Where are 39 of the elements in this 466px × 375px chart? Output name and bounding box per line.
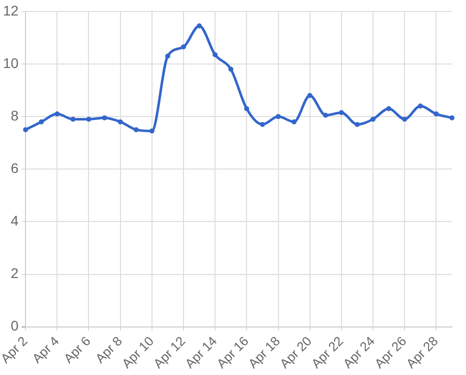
x-tick-label: Apr 2 [0,333,30,366]
y-tick-label: 4 [10,212,19,229]
y-tick-label: 12 [2,2,19,18]
point [38,119,44,124]
point [102,115,108,120]
point [149,128,154,134]
point [244,106,250,112]
point [276,114,281,120]
point [418,104,423,109]
point [386,106,392,112]
y-tick-label: 2 [10,265,19,282]
point [370,116,376,122]
point [338,110,344,116]
x-tick-label: Apr 8 [92,333,125,366]
point [23,127,28,132]
point [180,44,186,50]
point [260,122,265,127]
x-tick-label: Apr 6 [60,333,94,366]
point [323,112,328,118]
point [354,122,360,127]
point [86,116,92,122]
point [54,111,60,116]
y-tick-label: 0 [10,318,19,334]
point [165,54,170,59]
point [212,52,218,58]
x-tick-label: Apr 4 [29,333,62,366]
y-tick-label: 10 [2,54,19,71]
point [292,119,297,124]
point [134,127,139,132]
y-tick-label: 6 [10,160,19,176]
y-tick-label: 8 [10,107,19,124]
point [449,115,454,120]
point [402,116,408,122]
point [70,116,76,122]
point [118,119,123,124]
point [307,93,312,98]
point [196,23,202,28]
point [434,111,439,116]
point [228,66,234,72]
